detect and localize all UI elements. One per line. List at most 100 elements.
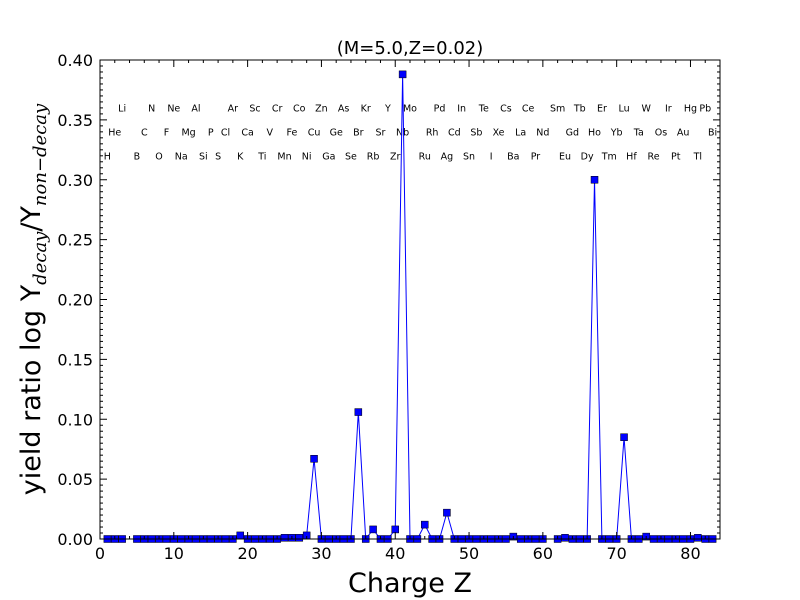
element-label-he: He — [108, 127, 121, 138]
element-label-b: B — [134, 151, 141, 162]
element-label-dy: Dy — [581, 151, 594, 162]
element-label-os: Os — [655, 127, 667, 138]
element-label-hf: Hf — [626, 151, 637, 162]
element-label-ne: Ne — [167, 103, 180, 114]
y-tick-label: 0.00 — [57, 530, 93, 549]
element-label-ti: Ti — [257, 151, 266, 162]
data-point — [280, 534, 289, 542]
y-tick-label: 0.10 — [57, 410, 93, 429]
data-point — [391, 525, 399, 534]
y-axis-title-mid: /Y — [16, 206, 47, 232]
element-label-p: P — [208, 127, 214, 138]
data-point — [421, 520, 429, 529]
element-label-rb: Rb — [367, 151, 380, 162]
element-label-i: I — [490, 151, 493, 162]
x-tick-label: 10 — [164, 544, 184, 563]
element-label-se: Se — [345, 151, 357, 162]
element-label-ar: Ar — [228, 103, 238, 114]
element-label-eu: Eu — [559, 151, 571, 162]
y-tick-label: 0.05 — [57, 470, 93, 489]
element-label-ta: Ta — [633, 127, 644, 138]
x-tick-label: 30 — [311, 544, 331, 563]
element-label-bi: Bi — [708, 127, 717, 138]
data-point — [295, 534, 304, 542]
element-label-ca: Ca — [241, 127, 253, 138]
element-label-pd: Pd — [434, 103, 446, 114]
element-label-pb: Pb — [699, 103, 711, 114]
element-label-si: Si — [199, 151, 208, 162]
element-label-k: K — [237, 151, 244, 162]
element-label-zr: Zr — [390, 151, 401, 162]
element-label-mn: Mn — [277, 151, 291, 162]
element-label-tl: Tl — [693, 151, 702, 162]
data-point — [561, 534, 569, 542]
element-label-w: W — [641, 103, 651, 114]
element-label-pr: Pr — [531, 151, 541, 162]
element-label-sm: Sm — [550, 103, 565, 114]
element-labels-layer: H He Li B C N O F Ne Na Mg Al Si P S Cl Ar K Ca Sc Ti V Cr Mn Fe… — [104, 103, 717, 162]
series-layer — [103, 70, 717, 543]
data-point — [398, 70, 407, 79]
x-tick-label: 50 — [459, 544, 479, 563]
element-label-ba: Ba — [507, 151, 519, 162]
y-axis-title: yield ratio log Ydecay/Ynon−decay — [16, 103, 51, 495]
element-label-mg: Mg — [181, 127, 195, 138]
y-tick-label: 0.20 — [57, 291, 93, 310]
element-label-pt: Pt — [671, 151, 681, 162]
x-tick-label: 40 — [385, 544, 405, 563]
y-axis-title-sub2: non−decay — [30, 103, 51, 206]
y-axis-title-prefix: yield ratio log Y — [16, 284, 47, 495]
element-label-y: Y — [384, 103, 391, 114]
data-point — [354, 408, 363, 416]
element-label-ru: Ru — [419, 151, 431, 162]
element-label-sc: Sc — [249, 103, 260, 114]
ticks-layer: 0 10 20 30 40 50 60 70 80 0.00 0.05 0.10 0.15 0.20 0.2… — [57, 51, 721, 563]
element-label-au: Au — [677, 127, 690, 138]
element-label-o: O — [155, 151, 162, 162]
element-label-na: Na — [175, 151, 188, 162]
element-label-cl: Cl — [221, 127, 230, 138]
element-label-al: Al — [191, 103, 200, 114]
element-label-in: In — [457, 103, 466, 114]
element-label-br: Br — [353, 127, 364, 138]
x-axis-title: Charge Z — [348, 568, 472, 599]
element-label-zn: Zn — [315, 103, 328, 114]
element-label-cu: Cu — [308, 127, 321, 138]
chart-title: (M=5.0,Z=0.02) — [337, 38, 484, 59]
element-label-ir: Ir — [665, 103, 672, 114]
element-label-v: V — [267, 127, 274, 138]
element-label-nb: Nb — [396, 127, 409, 138]
element-label-kr: Kr — [361, 103, 371, 114]
element-label-c: C — [141, 127, 148, 138]
y-tick-label: 0.15 — [57, 350, 93, 369]
element-label-ni: Ni — [302, 151, 312, 162]
series-line — [136, 74, 543, 541]
element-label-li: Li — [118, 103, 126, 114]
element-label-te: Te — [478, 103, 489, 114]
series-line — [557, 179, 713, 540]
element-label-as: As — [338, 103, 349, 114]
y-tick-label: 0.35 — [57, 111, 93, 130]
element-label-ge: Ge — [330, 127, 343, 138]
element-label-la: La — [515, 127, 526, 138]
element-label-hg: Hg — [684, 103, 697, 114]
data-point — [620, 433, 628, 441]
element-label-cd: Cd — [448, 127, 461, 138]
data-point — [310, 455, 318, 463]
element-label-tm: Tm — [601, 151, 617, 162]
x-tick-label: 0 — [95, 544, 105, 563]
element-label-n: N — [148, 103, 155, 114]
element-label-tb: Tb — [573, 103, 586, 114]
element-label-er: Er — [597, 103, 607, 114]
element-label-f: F — [164, 127, 169, 138]
data-point — [694, 534, 702, 542]
element-label-sn: Sn — [463, 151, 475, 162]
data-point — [236, 531, 244, 540]
element-label-sb: Sb — [470, 127, 482, 138]
data-point — [443, 508, 451, 517]
x-tick-label: 20 — [237, 544, 257, 563]
y-axis-title-sub1: decay — [30, 231, 51, 285]
element-label-rh: Rh — [426, 127, 439, 138]
y-tick-label: 0.30 — [57, 171, 93, 190]
